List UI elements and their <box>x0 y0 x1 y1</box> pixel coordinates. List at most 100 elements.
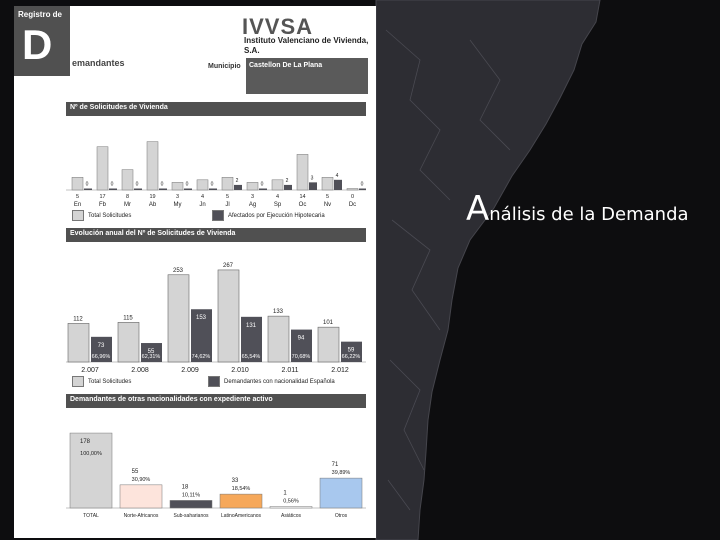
month-label-Sp: Sp <box>274 202 282 208</box>
bar-foreclosure-Nv <box>334 179 342 190</box>
value-label-Dc: 0 <box>351 194 354 200</box>
bar-foreclosure-Ab <box>159 188 167 190</box>
bar-nationality-4 <box>269 506 313 509</box>
nationality-value-1: 55 <box>132 469 139 475</box>
month-label-Oc: Oc <box>299 202 307 208</box>
value-label-Fb: 17 <box>99 194 105 200</box>
value-label-Ab: 19 <box>149 194 155 200</box>
annual-percent-2.012: 66,22% <box>342 354 361 360</box>
badge-letter: D <box>22 21 53 68</box>
nationality-value-3: 33 <box>232 478 239 484</box>
small-label-Ag: 0 <box>261 182 264 188</box>
org-logo-text: IVVSA <box>242 14 314 39</box>
nationality-label-3: LatinoAmericanos <box>221 513 262 519</box>
legend-swatch-light-2 <box>72 376 84 387</box>
bar-annual-total-2.008 <box>117 322 140 363</box>
month-label-Dc: Dc <box>349 202 356 208</box>
bar-annual-spanish-2.007 <box>91 336 112 362</box>
bar-annual-total-2.010 <box>217 269 240 363</box>
bar-total-Fb <box>96 146 109 191</box>
section-annual-title: Evolución anual del Nº de Solicitudes de… <box>66 228 366 242</box>
year-label-2.010: 2.010 <box>231 367 249 374</box>
value-label-Oc: 14 <box>299 194 305 200</box>
year-label-2.009: 2.009 <box>181 367 199 374</box>
small-label-Dc: 0 <box>361 182 364 188</box>
bar-total-Ab <box>146 141 159 191</box>
legend-swatch-light <box>72 210 84 221</box>
small-label-Jn: 0 <box>211 182 214 188</box>
bar-total-My <box>171 182 184 191</box>
year-label-2.012: 2.012 <box>331 367 349 374</box>
value-label-Sp: 4 <box>276 194 279 200</box>
bar-annual-total-2.009 <box>167 274 190 363</box>
value-label-Jn: 4 <box>201 194 204 200</box>
bar-annual-total-2.011 <box>267 315 290 363</box>
annual-spanish-label-2.008: 55 <box>148 349 155 355</box>
year-label-2.008: 2.008 <box>131 367 149 374</box>
bar-total-Jn <box>196 179 209 191</box>
nationality-label-4: Asiáticos <box>281 513 302 519</box>
value-label-Nv: 5 <box>326 194 329 200</box>
bar-total-Ag <box>246 182 259 191</box>
region-map-shape <box>375 0 601 540</box>
bar-annual-spanish-2.008 <box>141 343 162 362</box>
annual-spanish-label-2.010: 131 <box>246 323 257 329</box>
annual-total-label-2.012: 101 <box>323 320 334 326</box>
bar-total-Sp <box>271 179 284 191</box>
bar-foreclosure-Ag <box>259 188 267 190</box>
bar-foreclosure-Fb <box>109 188 117 190</box>
bar-total-Nv <box>321 177 334 191</box>
small-label-Fb: 0 <box>111 182 114 188</box>
nationalities-chart: 178 100,00% TOTAL 55 30,90% Norte-Africanos 18… <box>66 432 366 519</box>
month-label-Jn: Jn <box>199 202 205 208</box>
bar-total-Jl <box>221 177 234 191</box>
nationality-value-5: 71 <box>332 462 339 468</box>
legend-swatch-dark-2 <box>208 376 220 387</box>
legend-total-2: Total Solicitudes <box>72 376 131 387</box>
month-label-Fb: Fb <box>99 202 107 208</box>
bar-nationality-5 <box>319 477 363 509</box>
bar-annual-total-2.007 <box>67 323 90 363</box>
value-label-Mr: 8 <box>126 194 129 200</box>
nationality-label-5: Otros <box>335 513 348 519</box>
annual-spanish-label-2.009: 153 <box>196 315 207 321</box>
legend-total-1: Total Solicitudes <box>72 210 131 221</box>
month-label-Ab: Ab <box>149 202 157 208</box>
small-label-Jl: 2 <box>236 178 239 184</box>
annual-percent-2.007: 66,96% <box>92 354 111 360</box>
nationality-percent-4: 0,56% <box>283 499 299 505</box>
nationality-percent-3: 18,54% <box>232 486 251 492</box>
bar-total-Dc <box>346 188 359 191</box>
annual-percent-2.009: 74,62% <box>192 354 211 360</box>
month-label-Ag: Ag <box>249 202 256 208</box>
bar-foreclosure-Jl <box>234 184 242 190</box>
small-label-Nv: 4 <box>336 173 339 179</box>
annual-total-label-2.007: 112 <box>73 316 83 322</box>
bar-annual-spanish-2.011 <box>291 329 312 362</box>
month-label-Jl: Jl <box>225 202 229 208</box>
small-label-Ab: 0 <box>161 182 164 188</box>
annual-total-label-2.008: 115 <box>123 315 133 321</box>
annual-spanish-label-2.007: 73 <box>98 343 105 349</box>
bar-foreclosure-Oc <box>309 182 317 190</box>
badge-top-text: Registro de <box>18 10 63 19</box>
small-label-Oc: 3 <box>311 175 314 181</box>
bar-foreclosure-Jn <box>209 188 217 190</box>
year-label-2.007: 2.007 <box>81 367 99 374</box>
bar-foreclosure-Dc <box>359 188 366 190</box>
nationality-percent-0: 100,00% <box>80 451 102 457</box>
annual-total-label-2.011: 133 <box>273 309 284 315</box>
monthly-requests-chart: 0 5 En 0 17 Fb 0 8 Mr 0 19 Ab 0 3 My 0 4 Jn 2 5 Jl 0 3 Ag 2 4 Sp 3 1… <box>66 141 366 208</box>
annual-total-label-2.010: 267 <box>223 263 234 269</box>
nationality-value-0: 178 <box>80 439 91 445</box>
nationality-percent-5: 39,89% <box>332 470 351 476</box>
bar-nationality-2 <box>169 500 213 509</box>
section-nationalities-title: Demandantes de otras nacionalidades con … <box>66 394 366 408</box>
bar-annual-spanish-2.009 <box>191 309 212 362</box>
slide-title: Análisis de la Demanda <box>466 189 689 229</box>
nationality-value-4: 1 <box>283 491 287 497</box>
small-label-En: 0 <box>86 182 89 188</box>
legend-foreclosure: Afectados por Ejecución Hipotecaria <box>212 210 325 221</box>
nationality-label-2: Sub-saharianos <box>173 513 209 519</box>
